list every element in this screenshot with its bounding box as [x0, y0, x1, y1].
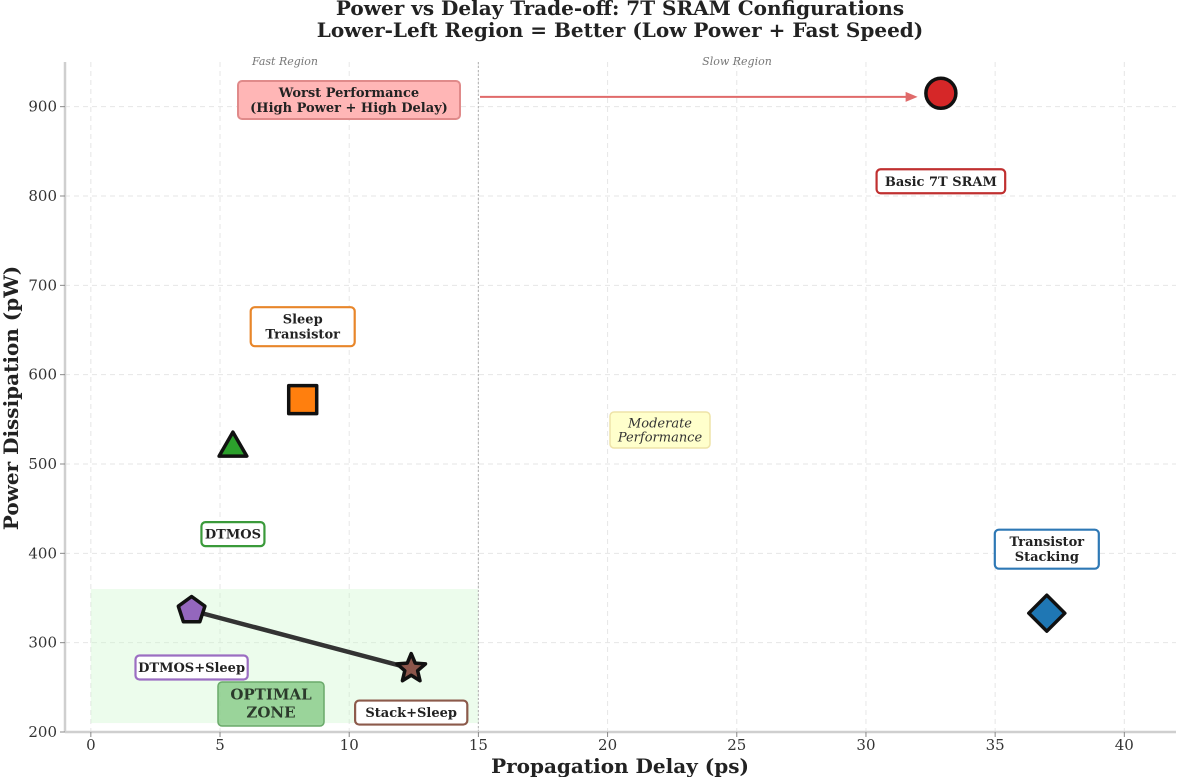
point-stack-sleep	[395, 651, 428, 683]
x-axis-label: Propagation Delay (ps)	[491, 754, 749, 777]
y-tick-label: 200	[28, 723, 57, 741]
data-marks-layer	[176, 76, 1067, 683]
x-tick-label: 35	[986, 736, 1005, 754]
label-transistor-stacking: Transistor Stacking	[1010, 535, 1085, 565]
label-dtmos-sleep: DTMOS+Sleep	[138, 661, 245, 676]
label-sleep-transistor-box	[249, 306, 356, 348]
x-tick-label: 10	[340, 736, 359, 754]
slow-region-label: Slow Region	[702, 55, 772, 68]
y-tick-label: 900	[28, 98, 57, 116]
label-dtmos-sleep-box	[134, 654, 249, 681]
x-tick-label: 5	[215, 736, 225, 754]
label-sleep-transistor: Sleep Transistor	[265, 313, 340, 343]
y-tick-label: 600	[28, 366, 57, 384]
x-tick-label: 0	[86, 736, 96, 754]
label-dtmos-box	[200, 521, 266, 548]
annotations-layer: Basic 7T SRAM Sleep Transistor DTMOS Transis…	[134, 80, 1100, 727]
y-tick-label: 500	[28, 455, 57, 473]
point-dtmos	[217, 430, 249, 458]
chart-subtitle: Lower-Left Region = Better (Low Power + …	[317, 18, 924, 42]
pareto-line	[189, 608, 414, 671]
point-dtmos-sleep	[176, 594, 207, 624]
y-tick-label: 300	[28, 634, 57, 652]
fast-region-label: Fast Region	[251, 55, 318, 68]
label-stack-sleep: Stack+Sleep	[365, 706, 457, 721]
y-tick-label: 700	[28, 276, 57, 294]
x-tick-label: 15	[469, 736, 488, 754]
tick-labels-layer: 0 5 10 15 20 25 30 35 40 200 300 400 500 600 700 800 900	[28, 98, 1134, 754]
x-tick-label: 40	[1115, 736, 1134, 754]
optimal-zone-box	[217, 681, 325, 727]
y-axis-label: Power Dissipation (pW)	[0, 266, 23, 530]
worst-performance-label: Worst Performance (High Power + High Dela…	[250, 86, 448, 116]
moderate-performance-label: Moderate Performance	[617, 417, 703, 446]
x-tick-label: 30	[856, 736, 875, 754]
point-sleep-transistor	[286, 383, 319, 416]
x-tick-label: 25	[727, 736, 746, 754]
worst-performance-arrowhead	[905, 91, 918, 102]
label-transistor-stacking-box	[993, 528, 1100, 570]
label-dtmos: DTMOS	[205, 528, 261, 543]
background-layer	[90, 62, 479, 732]
axes-layer	[63, 62, 1176, 734]
label-basic-7t-sram: Basic 7T SRAM	[885, 175, 997, 190]
worst-performance-box	[237, 80, 461, 120]
y-tick-label: 400	[28, 544, 57, 562]
chart-title: Power vs Delay Trade-off: 7T SRAM Config…	[336, 0, 904, 20]
x-tick-label: 20	[598, 736, 617, 754]
moderate-performance-box	[609, 411, 711, 449]
label-stack-sleep-box	[354, 699, 469, 726]
optimal-zone-label: OPTIMAL ZONE	[230, 686, 312, 722]
label-basic-7t-sram-box	[875, 168, 1007, 195]
y-tick-label: 800	[28, 187, 57, 205]
grid-layer	[65, 62, 1176, 733]
point-transistor-stacking	[1027, 593, 1067, 633]
point-basic-7t-sram	[924, 76, 958, 111]
